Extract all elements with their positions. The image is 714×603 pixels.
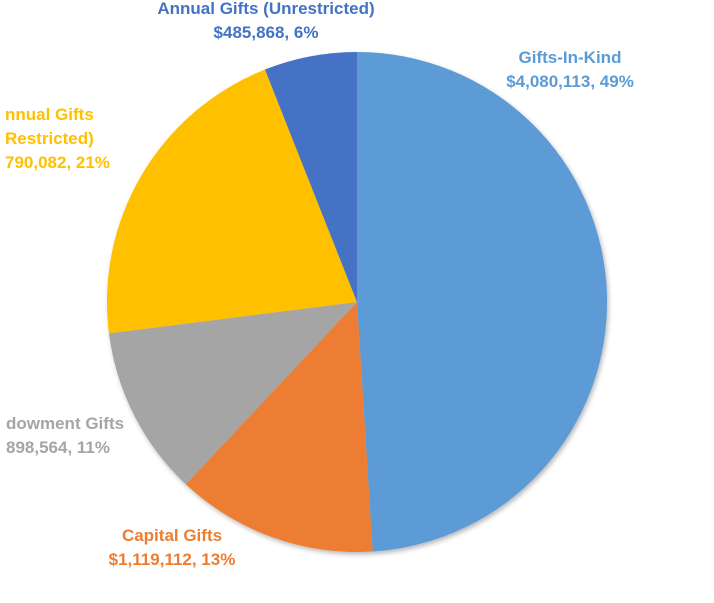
- slice-label-gifts-in-kind-value: $4,080,113, 49%: [506, 72, 634, 91]
- pie-slice-capital-gifts: [185, 302, 373, 553]
- pie-slice-annual-gifts-restricted: [106, 69, 357, 334]
- slice-label-annual-restricted: nnual Gifts Restricted) 790,082, 21%: [5, 103, 110, 175]
- pie-slice-annual-gifts-unrestricted: [264, 52, 357, 302]
- slice-label-capital-gifts: Capital Gifts $1,119,112, 13%: [72, 524, 272, 572]
- slice-label-annual-unrestricted-name: Annual Gifts (Unrestricted): [157, 0, 375, 18]
- slice-label-gifts-in-kind-name: Gifts-In-Kind: [518, 48, 622, 67]
- slice-label-endowment-gifts: dowment Gifts 898,564, 11%: [6, 412, 124, 460]
- slice-label-annual-unrestricted-value: $485,868, 6%: [213, 23, 319, 42]
- slice-label-endowment-gifts-value: 898,564, 11%: [6, 438, 110, 457]
- slice-label-gifts-in-kind: Gifts-In-Kind $4,080,113, 49%: [470, 46, 670, 94]
- slice-label-annual-unrestricted: Annual Gifts (Unrestricted) $485,868, 6%: [146, 0, 386, 45]
- slice-label-annual-restricted-name-2: Restricted): [5, 129, 94, 148]
- slice-label-endowment-gifts-name: dowment Gifts: [6, 414, 125, 433]
- pie-slice-endowment-gifts: [108, 302, 357, 485]
- slice-label-capital-gifts-name: Capital Gifts: [121, 526, 223, 545]
- slice-label-capital-gifts-value: $1,119,112, 13%: [108, 550, 236, 569]
- pie-slice-gifts-in-kind: [357, 51, 608, 552]
- slice-label-annual-restricted-value: 790,082, 21%: [5, 153, 110, 172]
- slice-label-annual-restricted-name-1: nnual Gifts: [5, 105, 94, 124]
